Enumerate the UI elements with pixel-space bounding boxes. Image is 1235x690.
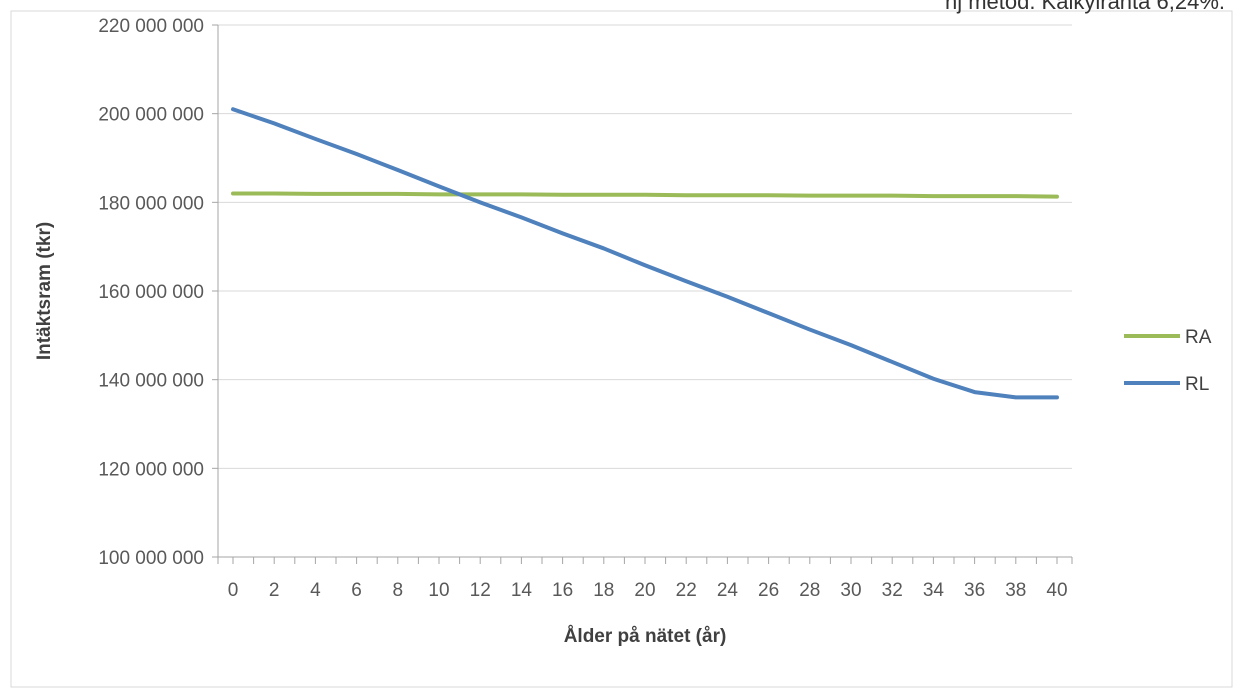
- x-tick-label: 36: [964, 580, 985, 601]
- x-tick-label: 34: [923, 580, 945, 601]
- gridlines: [218, 24, 1072, 469]
- x-tick-label: 20: [634, 580, 655, 601]
- y-tick-label: 220 000 000: [98, 16, 204, 37]
- x-tick-label: 38: [1005, 580, 1026, 601]
- x-tick-label: 4: [310, 580, 321, 601]
- x-tick-label: 14: [511, 580, 533, 601]
- chart-border: [10, 10, 1233, 688]
- y-tick-label: 120 000 000: [98, 459, 204, 480]
- legend-label-ra: RA: [1185, 327, 1212, 348]
- x-tick-label: 16: [552, 580, 573, 601]
- x-tick-label: 8: [393, 580, 404, 601]
- x-tick-label: 40: [1046, 580, 1067, 601]
- x-tick-label: 24: [717, 580, 739, 601]
- header-fragment: hj metod. Kalkylränta 6,24%.: [945, 0, 1225, 14]
- y-tick-label: 100 000 000: [98, 548, 204, 569]
- series-line-ra: [231, 191, 1059, 199]
- x-tick-label: 10: [428, 580, 449, 601]
- x-tick-label: 12: [470, 580, 491, 601]
- x-tick-label: 32: [882, 580, 903, 601]
- y-tick-label: 180 000 000: [98, 193, 204, 214]
- y-tick-label: 160 000 000: [98, 282, 204, 303]
- x-axis-title: Ålder på nätet (år): [564, 626, 727, 647]
- series-line-rl: [231, 107, 1059, 400]
- x-tick-label: 26: [758, 580, 779, 601]
- x-tick-label: 22: [676, 580, 697, 601]
- series-lines: [231, 107, 1059, 400]
- x-tick-label: 0: [228, 580, 239, 601]
- x-tick-label: 28: [799, 580, 820, 601]
- y-tick-labels: 100 000 000 120 000 000 140 000 000 160 000…: [98, 16, 204, 569]
- x-tick-label: 6: [351, 580, 362, 601]
- x-tick-label: 18: [593, 580, 614, 601]
- y-axis-title: Intäktsram (tkr): [34, 222, 55, 360]
- x-tick-labels: 0 2 4 6 8 10 12 14 16 18 20 22 24 26 28 30 32 34 36 38 40: [228, 580, 1068, 601]
- axes: [212, 24, 1073, 564]
- x-tick-label: 2: [269, 580, 280, 601]
- legend: RA RL: [1124, 327, 1212, 395]
- legend-label-rl: RL: [1185, 374, 1209, 395]
- y-tick-label: 140 000 000: [98, 371, 204, 392]
- y-tick-label: 200 000 000: [98, 105, 204, 126]
- x-tick-label: 30: [840, 580, 861, 601]
